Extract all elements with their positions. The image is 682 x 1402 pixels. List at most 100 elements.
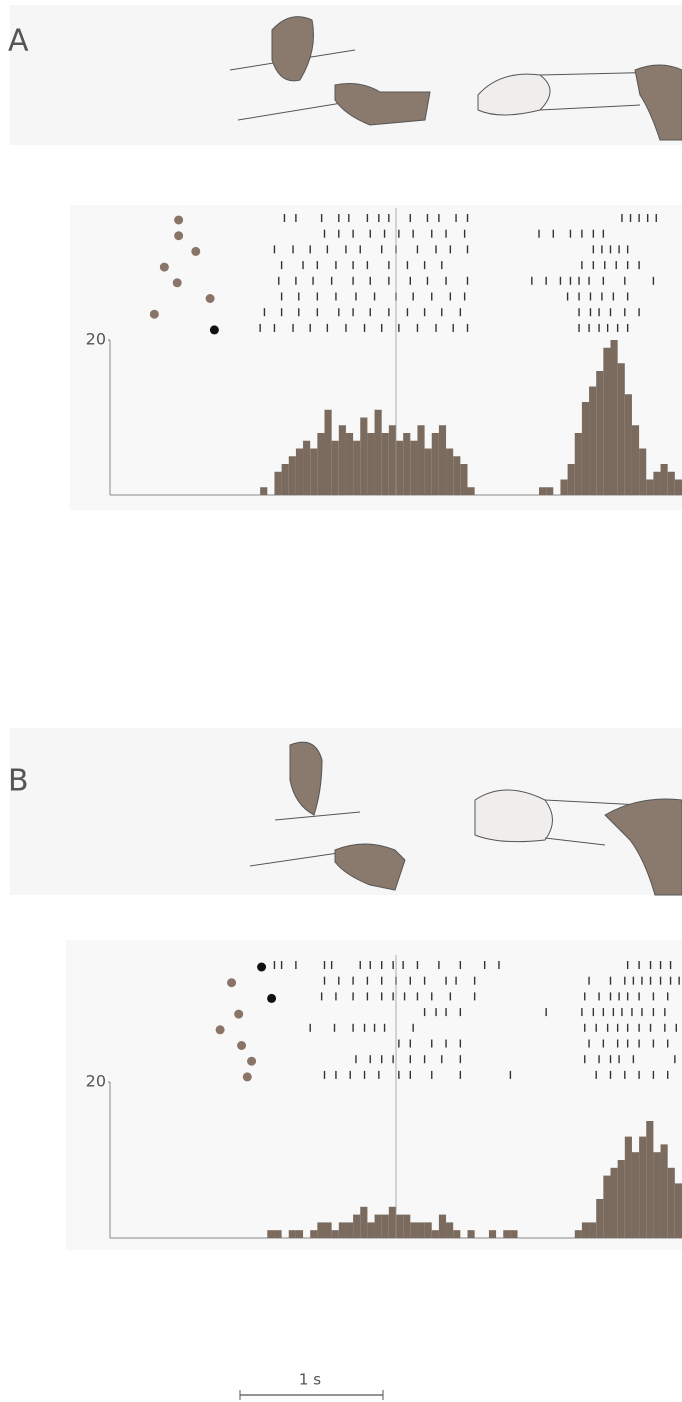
histogram-bar — [446, 449, 453, 496]
trial-marker — [173, 278, 182, 287]
trial-marker — [191, 247, 200, 256]
panel-label: A — [8, 24, 29, 59]
histogram-bar — [382, 433, 389, 495]
histogram-bar — [489, 1230, 496, 1238]
histogram-bar — [582, 402, 589, 495]
histogram-bar — [468, 1230, 475, 1238]
histogram-bar — [568, 464, 575, 495]
histogram-bar — [661, 464, 668, 495]
histogram-bar — [403, 433, 410, 495]
histogram-bar — [396, 441, 403, 495]
trial-marker — [206, 294, 215, 303]
histogram-bar — [325, 1222, 332, 1238]
trial-marker — [174, 216, 183, 225]
histogram-bar — [460, 464, 467, 495]
trial-marker — [247, 1057, 256, 1066]
histogram-bar — [353, 441, 360, 495]
histogram-bar — [332, 441, 339, 495]
histogram-bar — [382, 1215, 389, 1238]
histogram-bar — [603, 348, 610, 495]
y-tick-label: 20 — [86, 330, 106, 349]
histogram-bar — [639, 449, 646, 496]
histogram-bar — [325, 410, 332, 495]
histogram-bar — [539, 487, 546, 495]
histogram-bar — [668, 472, 675, 495]
histogram-bar — [310, 449, 317, 496]
histogram-bar — [396, 1215, 403, 1238]
histogram-bar — [596, 371, 603, 495]
histogram-bar — [367, 433, 374, 495]
histogram-bar — [425, 1222, 432, 1238]
histogram-bar — [611, 340, 618, 495]
trial-marker — [243, 1072, 252, 1081]
histogram-bar — [453, 456, 460, 495]
histogram-bar — [618, 1160, 625, 1238]
histogram-bar — [389, 1207, 396, 1238]
histogram-bar — [646, 1121, 653, 1238]
trial-marker — [216, 1025, 225, 1034]
histogram-bar — [625, 1137, 632, 1238]
histogram-bar — [353, 1215, 360, 1238]
histogram-bar — [339, 1222, 346, 1238]
histogram-bar — [639, 1137, 646, 1238]
histogram-bar — [410, 441, 417, 495]
histogram-bar — [260, 487, 267, 495]
histogram-bar — [346, 433, 353, 495]
histogram-bar — [410, 1222, 417, 1238]
figure: A B 1 s 20 20 — [0, 0, 682, 1402]
histogram-bar — [367, 1222, 374, 1238]
histogram-bar — [632, 425, 639, 495]
y-tick-label: 20 — [86, 1072, 106, 1091]
histogram-bar — [589, 1222, 596, 1238]
histogram-bar — [632, 1152, 639, 1238]
histogram-bar — [625, 394, 632, 495]
trial-marker — [257, 963, 266, 972]
histogram-bar — [389, 425, 396, 495]
histogram-bar — [546, 487, 553, 495]
histogram-bar — [675, 480, 682, 496]
histogram-bar — [675, 1183, 682, 1238]
panel-label: B — [8, 764, 29, 799]
histogram-bar — [668, 1168, 675, 1238]
histogram-bar — [346, 1222, 353, 1238]
histogram-bar — [296, 1230, 303, 1238]
histogram-bar — [332, 1230, 339, 1238]
histogram-bar — [310, 1230, 317, 1238]
histogram-bar — [611, 1168, 618, 1238]
histogram-bar — [560, 480, 567, 496]
histogram-bar — [596, 1199, 603, 1238]
histogram-bar — [360, 1207, 367, 1238]
histogram-bar — [453, 1230, 460, 1238]
histogram-bar — [403, 1215, 410, 1238]
histogram-bar — [425, 449, 432, 496]
scale-bar-label: 1 s — [299, 1371, 321, 1389]
histogram-bar — [582, 1222, 589, 1238]
histogram-bar — [603, 1176, 610, 1238]
trial-marker — [160, 263, 169, 272]
histogram-bar — [432, 1230, 439, 1238]
histogram-bar — [439, 1215, 446, 1238]
histogram-bar — [417, 425, 424, 495]
histogram-bar — [646, 480, 653, 496]
histogram-bar — [468, 487, 475, 495]
histogram-bar — [282, 464, 289, 495]
histogram-bar — [375, 1215, 382, 1238]
plot-bg — [66, 940, 682, 1250]
histogram-bar — [446, 1222, 453, 1238]
trial-marker — [227, 978, 236, 987]
histogram-bar — [503, 1230, 510, 1238]
histogram-bar — [432, 433, 439, 495]
histogram-bar — [653, 472, 660, 495]
histogram-bar — [661, 1144, 668, 1238]
histogram-bar — [303, 441, 310, 495]
trial-marker — [174, 231, 183, 240]
histogram-bar — [289, 1230, 296, 1238]
histogram-bar — [274, 1230, 281, 1238]
histogram-bar — [289, 456, 296, 495]
histogram-bar — [360, 418, 367, 496]
illustration-bg — [10, 5, 682, 145]
trial-marker — [237, 1041, 246, 1050]
histogram-bar — [274, 472, 281, 495]
histogram-bar — [575, 433, 582, 495]
histogram-bar — [618, 363, 625, 495]
